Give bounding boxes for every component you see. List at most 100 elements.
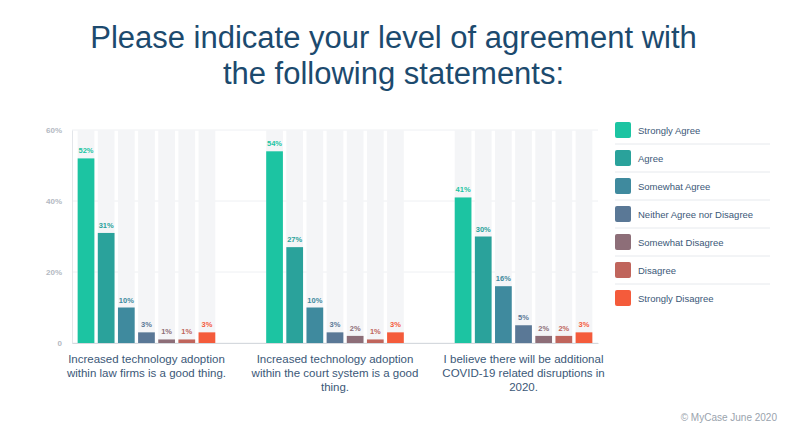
y-tick: 60%	[46, 126, 72, 135]
bar-slot	[98, 130, 115, 343]
y-tick-label: 0	[58, 339, 63, 348]
y-tick: 40%	[46, 197, 72, 206]
data-label: 52%	[79, 146, 94, 155]
legend-separator	[615, 172, 770, 173]
y-tick: 20%	[46, 268, 72, 277]
bar-slot	[367, 130, 384, 343]
legend-label: Strongly Disagree	[638, 293, 714, 304]
legend: Strongly Agree Agree Somewhat Agree Neither…	[615, 122, 770, 306]
bar-slot	[118, 130, 135, 343]
data-label: 27%	[287, 235, 302, 244]
bar-slot	[347, 130, 364, 343]
bar	[286, 247, 303, 343]
x-axis-line	[73, 343, 599, 344]
bar	[475, 237, 492, 344]
data-label: 1%	[370, 327, 381, 336]
bar-slot	[576, 130, 593, 343]
data-label: 3%	[579, 320, 590, 329]
title-line: the following statements:	[223, 56, 564, 91]
grid	[72, 130, 598, 343]
x-tick: Increased technology adoptionwithin law …	[66, 343, 226, 379]
legend-separator	[615, 284, 770, 285]
data-label: 3%	[201, 320, 212, 329]
bar	[347, 336, 364, 343]
legend-swatch	[615, 262, 631, 278]
title: Please indicate your level of agreement …	[90, 20, 697, 91]
text-line: Increased technology adoption	[257, 353, 414, 365]
y-tick: 0	[58, 339, 72, 348]
legend-separator	[615, 256, 770, 257]
bar	[266, 151, 283, 343]
bar-slot	[286, 130, 303, 343]
data-labels: 52%54%41%31%27%30%10%10%16%3%3%5%1%2%2%1…	[79, 139, 590, 336]
x-axis: Increased technology adoption within law …	[66, 343, 605, 393]
x-tick-label: I believe there will be additional COVID-…	[442, 353, 604, 393]
x-tick-label: Increased technology adoptionwithin law …	[66, 353, 226, 379]
x-tick: I believe there will be additional COVID-…	[442, 343, 604, 393]
legend-swatch	[615, 178, 631, 194]
bar	[455, 197, 472, 343]
y-axis-line	[72, 131, 73, 344]
data-label: 3%	[141, 320, 152, 329]
y-tick-label: 20%	[46, 268, 62, 277]
bar-slot	[495, 130, 512, 343]
bar	[495, 286, 512, 343]
bar	[387, 332, 404, 343]
legend-label: Strongly Agree	[638, 125, 700, 136]
bar-slot	[178, 130, 195, 343]
legend-swatch	[615, 290, 631, 306]
legend-separator	[615, 228, 770, 229]
bar	[98, 233, 115, 343]
text-line: within the court system is a good	[251, 367, 419, 379]
text-line: I believe there will be additional	[444, 353, 604, 365]
data-label: 16%	[496, 274, 511, 283]
legend-swatch	[615, 234, 631, 250]
data-label: 10%	[119, 296, 134, 305]
bar-slot	[455, 130, 472, 343]
legend-swatch	[615, 150, 631, 166]
x-tick: Increased technology adoption within the …	[251, 343, 419, 393]
data-label: 10%	[307, 296, 322, 305]
bar	[515, 325, 532, 343]
bar-slot	[158, 130, 175, 343]
bar-slot	[78, 130, 95, 343]
bar-slot	[515, 130, 532, 343]
data-label: 2%	[350, 324, 361, 333]
data-label: 3%	[330, 320, 341, 329]
legend-swatch	[615, 206, 631, 222]
text-line: within law firms is a good thing.	[66, 367, 226, 379]
data-label: 2%	[558, 324, 569, 333]
y-tick-label: 60%	[46, 126, 62, 135]
bar	[138, 332, 155, 343]
text-line: COVID-19 related disruptions in	[442, 367, 604, 379]
data-label: 31%	[99, 221, 114, 230]
legend-label: Neither Agree nor Disagree	[638, 209, 753, 220]
bar-slot	[475, 130, 492, 343]
text-line: 2020.	[509, 381, 538, 393]
legend-separator	[615, 144, 770, 145]
bar	[78, 158, 95, 343]
x-tick-label: Increased technology adoption within the …	[251, 353, 419, 393]
bar	[367, 339, 384, 343]
data-label: 5%	[518, 313, 529, 322]
legend-label: Somewhat Agree	[638, 181, 710, 192]
bar	[327, 332, 344, 343]
bars	[78, 130, 593, 343]
bar	[555, 336, 572, 343]
bar-slot	[535, 130, 552, 343]
annotation: © MyCase June 2020	[681, 412, 778, 423]
bar-slot	[266, 130, 283, 343]
legend-label: Agree	[638, 153, 663, 164]
y-tick-label: 40%	[46, 197, 62, 206]
bar-slot	[327, 130, 344, 343]
bar-slot	[138, 130, 155, 343]
bar-slot	[555, 130, 572, 343]
bar-slot	[306, 130, 323, 343]
legend-swatch	[615, 122, 631, 138]
legend-label: Somewhat Disagree	[638, 237, 724, 248]
legend-label: Disagree	[638, 265, 676, 276]
y-axis: 0 20% 40% 60%	[46, 126, 73, 348]
data-label: 30%	[476, 225, 491, 234]
data-label: 41%	[456, 185, 471, 194]
bar	[199, 332, 216, 343]
